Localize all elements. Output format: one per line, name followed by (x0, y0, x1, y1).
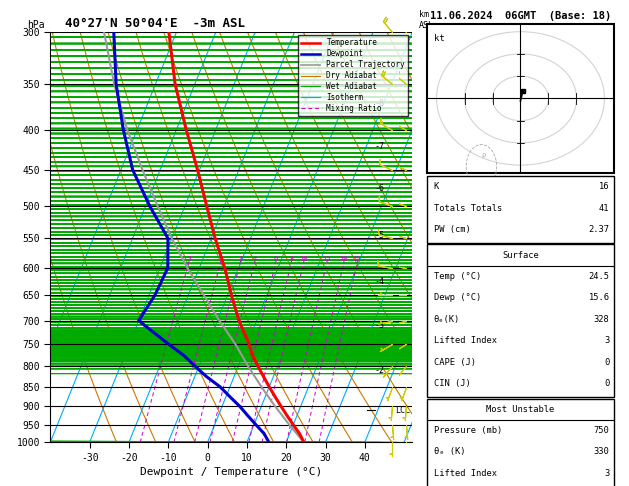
X-axis label: Dewpoint / Temperature (°C): Dewpoint / Temperature (°C) (140, 467, 322, 477)
Text: 0: 0 (604, 379, 610, 388)
Text: PW (cm): PW (cm) (434, 225, 470, 234)
Text: 25: 25 (353, 256, 362, 262)
Text: 40°27'N 50°04'E  -3m ASL: 40°27'N 50°04'E -3m ASL (50, 17, 245, 31)
Text: km
ASL: km ASL (419, 10, 434, 30)
Text: 16: 16 (599, 182, 610, 191)
Text: θₑ(K): θₑ(K) (434, 315, 460, 324)
Text: 6: 6 (274, 256, 278, 262)
Text: 15: 15 (323, 256, 331, 262)
Text: -5: -5 (375, 231, 385, 240)
Text: LCL: LCL (395, 406, 410, 415)
Bar (427, 24, 614, 173)
Text: -7: -7 (375, 142, 385, 151)
Text: ρ: ρ (466, 195, 470, 202)
Text: ρ: ρ (481, 152, 486, 158)
Text: 4: 4 (253, 256, 257, 262)
Text: -3: -3 (375, 321, 385, 330)
Text: 0: 0 (604, 358, 610, 366)
Text: 328: 328 (594, 315, 610, 324)
Text: 1: 1 (187, 256, 191, 262)
Text: CIN (J): CIN (J) (434, 379, 470, 388)
Text: © weatheronline.co.uk: © weatheronline.co.uk (464, 471, 577, 480)
Text: -8: -8 (375, 99, 385, 107)
Bar (427, 244, 614, 397)
Text: Most Unstable: Most Unstable (486, 405, 555, 414)
Text: Surface: Surface (502, 251, 539, 260)
Text: kt: kt (434, 34, 445, 43)
Text: Totals Totals: Totals Totals (434, 204, 502, 212)
Text: 2.37: 2.37 (589, 225, 610, 234)
Text: 8: 8 (289, 256, 294, 262)
Text: hPa: hPa (27, 19, 45, 30)
Text: 24.5: 24.5 (589, 272, 610, 281)
Text: Dewp (°C): Dewp (°C) (434, 294, 481, 302)
Text: 41: 41 (599, 204, 610, 212)
Text: Mixing Ratio (g/kg): Mixing Ratio (g/kg) (455, 186, 464, 288)
Text: 3: 3 (604, 336, 610, 345)
Text: 750: 750 (594, 426, 610, 435)
Text: -4: -4 (375, 278, 385, 286)
Text: Temp (°C): Temp (°C) (434, 272, 481, 281)
Text: -6: -6 (375, 184, 385, 193)
Legend: Temperature, Dewpoint, Parcel Trajectory, Dry Adiabat, Wet Adiabat, Isotherm, Mi: Temperature, Dewpoint, Parcel Trajectory… (298, 35, 408, 116)
Text: 3: 3 (604, 469, 610, 478)
Text: θₑ (K): θₑ (K) (434, 448, 465, 456)
Text: 10: 10 (299, 256, 308, 262)
Text: -2: -2 (375, 366, 385, 375)
Bar (427, 176, 614, 243)
Text: K: K (434, 182, 439, 191)
Text: 15.6: 15.6 (589, 294, 610, 302)
Text: 11.06.2024  06GMT  (Base: 18): 11.06.2024 06GMT (Base: 18) (430, 11, 611, 21)
Text: 330: 330 (594, 448, 610, 456)
Text: Lifted Index: Lifted Index (434, 469, 497, 478)
Text: Pressure (mb): Pressure (mb) (434, 426, 502, 435)
Text: 20: 20 (340, 256, 348, 262)
Text: 3: 3 (238, 256, 242, 262)
Text: CAPE (J): CAPE (J) (434, 358, 476, 366)
Text: Lifted Index: Lifted Index (434, 336, 497, 345)
Bar (427, 399, 614, 486)
Text: 2: 2 (218, 256, 223, 262)
